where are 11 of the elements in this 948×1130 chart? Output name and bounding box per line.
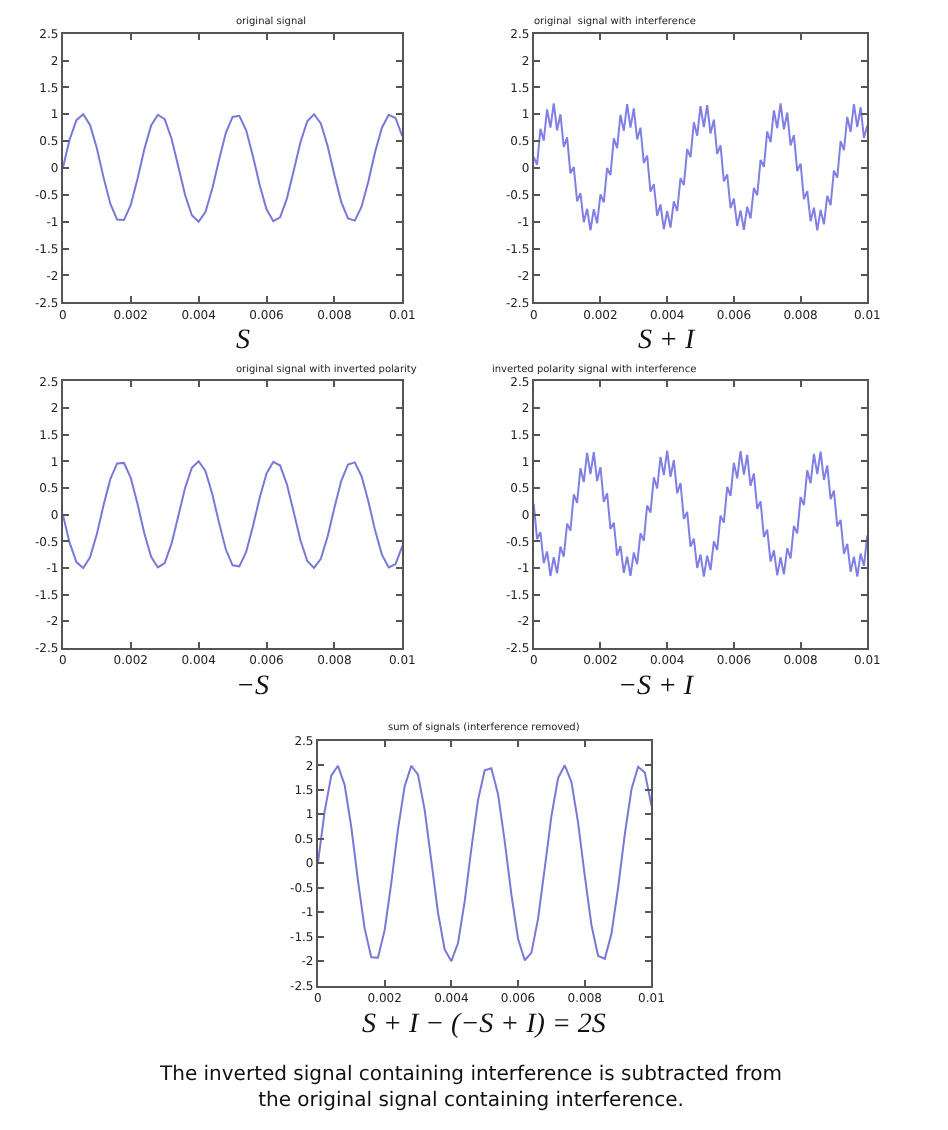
x-axis-title: S — [236, 326, 250, 356]
line-series — [62, 113, 403, 223]
x-axis-title: S + I — [638, 326, 697, 356]
x-axis-title: −S — [236, 672, 269, 702]
line-series — [533, 449, 868, 578]
text: The inverted signal containing interference is subtracted from the original signal containing interference. — [158, 1064, 782, 1112]
line-series — [317, 764, 652, 963]
x-axis-title: S + I − (−S + I) = 2S — [362, 1010, 606, 1040]
line-series — [62, 460, 403, 569]
x-axis-title: −S + I — [618, 672, 696, 702]
line-series — [533, 102, 868, 232]
